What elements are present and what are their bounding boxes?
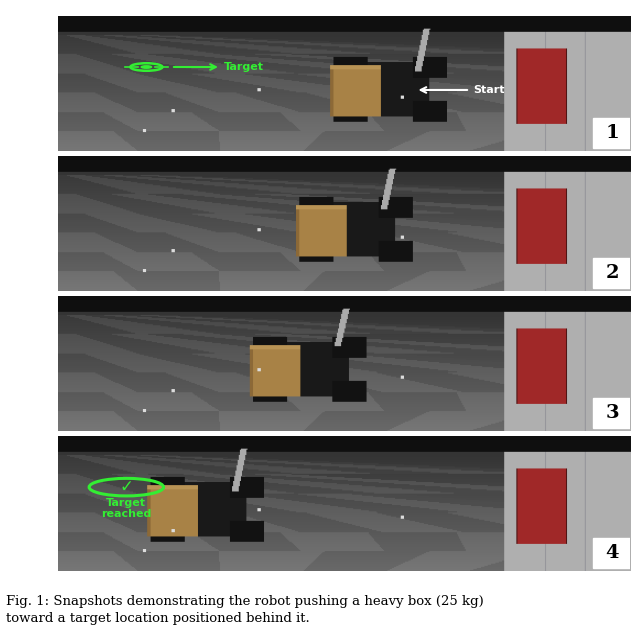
Text: 1: 1 [605, 124, 619, 142]
Text: 4: 4 [605, 544, 619, 562]
Text: toward a target location positioned behind it.: toward a target location positioned behi… [6, 612, 310, 625]
Bar [593, 398, 630, 428]
Bar [593, 118, 630, 148]
Circle shape [141, 66, 152, 68]
Text: 3: 3 [605, 404, 619, 422]
Text: reached: reached [101, 509, 152, 519]
Text: Target: Target [224, 62, 264, 72]
Text: Target: Target [106, 498, 147, 508]
Bar [593, 258, 630, 288]
Text: 2: 2 [605, 264, 619, 282]
Text: ✓: ✓ [120, 478, 133, 496]
Text: Start: Start [473, 85, 504, 95]
Bar [593, 538, 630, 568]
Text: Fig. 1: Snapshots demonstrating the robot pushing a heavy box (25 kg): Fig. 1: Snapshots demonstrating the robo… [6, 595, 484, 607]
